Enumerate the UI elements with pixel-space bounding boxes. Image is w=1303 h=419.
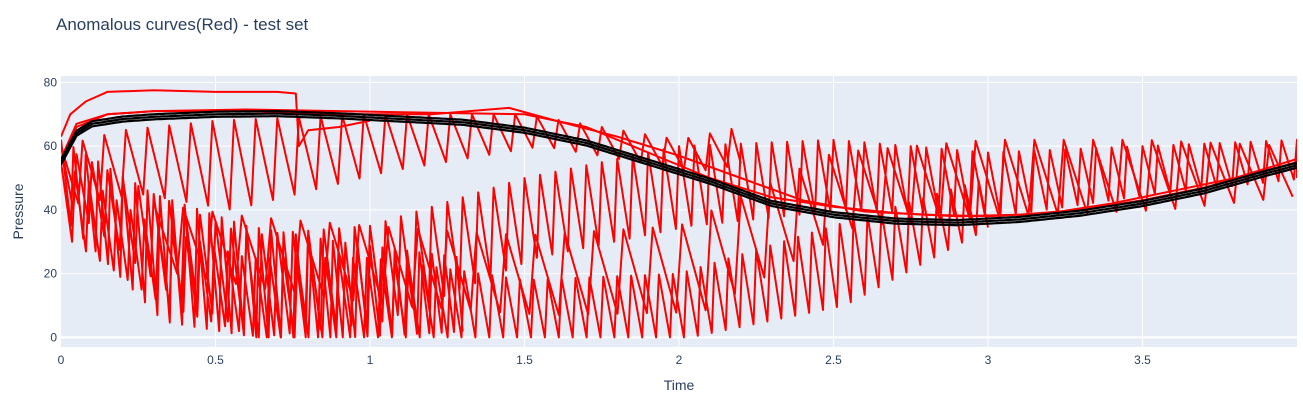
y-tick-labels: 0 20 40 60 80 [44,75,58,344]
x-tick-label: 3 [985,353,992,367]
x-tick-label: 1 [367,353,374,367]
x-tick-label: 2 [676,353,683,367]
anomalous-curve-sawtooth [61,138,1297,339]
normal-curve [61,110,1297,222]
anomalous-curve-sawtooth [61,161,989,339]
x-tick-label: 0 [58,353,65,367]
x-tick-label: 3.5 [1134,353,1151,367]
x-tick-labels: 0 0.5 1 1.5 2 2.5 3 3.5 [58,353,1152,367]
y-tick-label: 40 [44,203,58,217]
curves [61,89,1297,339]
x-axis-title: Time [664,377,695,393]
normal-curve [61,115,1297,227]
chart-title: Anomalous curves(Red) - test set [56,15,309,34]
y-tick-label: 0 [50,330,57,344]
y-tick-label: 80 [44,75,58,89]
x-tick-label: 2.5 [825,353,842,367]
x-tick-label: 1.5 [516,353,533,367]
normal-curve [61,112,1297,224]
anomalous-curve-sawtooth [61,139,464,339]
y-tick-label: 60 [44,139,58,153]
x-tick-label: 0.5 [207,353,224,367]
anomalous-curve [61,106,1297,218]
y-axis-title: Pressure [10,183,26,239]
anomalous-curve [61,89,371,148]
y-tick-label: 20 [44,267,58,281]
